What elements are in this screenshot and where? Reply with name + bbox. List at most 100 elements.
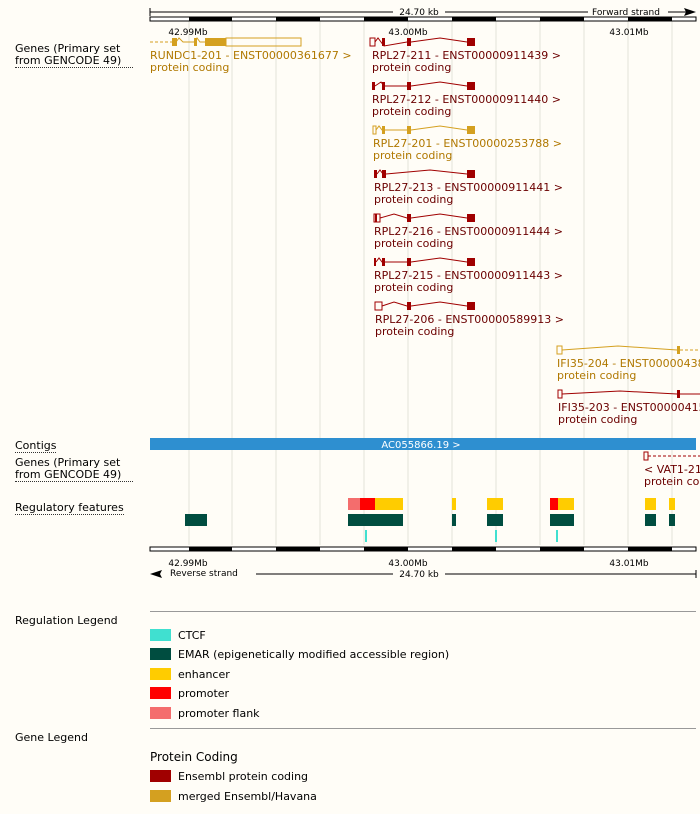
exon (205, 38, 226, 46)
transcript-rpl27-212[interactable]: RPL27-212 - ENST00000911440 > protein co… (372, 81, 561, 118)
exon (467, 170, 475, 178)
ruler-block (189, 17, 232, 21)
transcript-rpl27-215[interactable]: RPL27-215 - ENST00000911443 > protein co… (374, 257, 563, 294)
exon (374, 170, 377, 178)
exon (677, 346, 680, 354)
transcript-vat1-21[interactable]: < VAT1-21 protein cod (643, 451, 700, 488)
genome-view: 24.70 kb Forward strand 42.99Mb 43.00Mb … (149, 8, 700, 580)
reg-emar[interactable] (348, 514, 403, 526)
legend-swatch (150, 687, 171, 699)
track-label-contigs[interactable]: Contigs (15, 439, 57, 453)
transcript-ifi35-204[interactable]: IFI35-204 - ENST00000438 protein coding (556, 345, 700, 382)
reg-ctcf[interactable] (495, 530, 497, 542)
reg-enhancer[interactable] (669, 498, 675, 510)
transcript-biotype: protein coding (557, 369, 636, 382)
transcript-biotype: protein coding (372, 61, 451, 74)
transcript-biotype: protein coding (150, 61, 229, 74)
track-label-regulatory[interactable]: Regulatory features (15, 501, 124, 515)
ruler-block (364, 547, 408, 551)
transcript-rpl27-216[interactable]: RPL27-216 - ENST00000911444 > protein co… (373, 213, 563, 250)
legend-label: Ensembl protein coding (178, 770, 309, 783)
reg-emar[interactable] (185, 514, 207, 526)
reg-emar[interactable] (452, 514, 456, 526)
ruler-top: 24.70 kb Forward strand 42.99Mb 43.00Mb … (149, 8, 697, 38)
reg-promoter-flank[interactable] (348, 498, 360, 510)
exon (372, 82, 375, 90)
exon (407, 214, 411, 222)
transcript-rpl27-213[interactable]: RPL27-213 - ENST00000911441 > protein co… (374, 169, 563, 206)
reg-ctcf[interactable] (556, 530, 558, 542)
transcript-intron (381, 301, 468, 307)
transcript-name: RPL27-215 - ENST00000911443 > (374, 269, 563, 282)
ruler-top-pos-1: 42.99Mb (168, 28, 208, 38)
exon-utr (557, 389, 563, 399)
legend-divider (150, 611, 696, 612)
transcript-intron (561, 345, 678, 351)
ruler-block (276, 17, 320, 21)
exon (467, 82, 475, 90)
transcript-name: RPL27-201 - ENST00000253788 > (373, 137, 562, 150)
transcript-name: IFI35-204 - ENST00000438 (557, 357, 700, 370)
ruler-bottom-strand: Reverse strand (170, 569, 238, 579)
track-label-genes-forward[interactable]: Genes (Primary set from GENCODE 49) (15, 43, 133, 68)
exon (194, 38, 197, 46)
reg-promoter[interactable] (550, 498, 558, 510)
exon-utr (643, 451, 649, 461)
transcript-rpl27-206[interactable]: RPL27-206 - ENST00000589913 > protein co… (374, 301, 564, 338)
legend-swatch (150, 770, 171, 782)
transcript-name: RPL27-213 - ENST00000911441 > (374, 181, 563, 194)
reg-enhancer[interactable] (558, 498, 574, 510)
ruler-scale-bar (149, 16, 697, 22)
transcript-name: RUNDC1-201 - ENST00000361677 > (150, 49, 352, 62)
forward-arrow-icon (684, 8, 696, 16)
reg-emar[interactable] (487, 514, 503, 526)
ruler-block (540, 547, 584, 551)
transcript-ifi35-203[interactable]: IFI35-203 - ENST00000415 protein coding (557, 389, 700, 426)
exon (375, 214, 377, 222)
transcript-rundc1-201[interactable]: RUNDC1-201 - ENST00000361677 > protein c… (150, 37, 352, 74)
transcript-intron (375, 125, 468, 131)
ruler-block (540, 17, 584, 21)
ruler-top-pos-2: 43.00Mb (388, 28, 428, 38)
transcript-biotype: protein coding (372, 105, 451, 118)
transcript-biotype: protein coding (374, 281, 453, 294)
transcript-intron (374, 81, 468, 87)
reg-enhancer[interactable] (375, 498, 403, 510)
contig-bar[interactable]: AC055866.19 > (150, 438, 696, 451)
reg-emar[interactable] (550, 514, 574, 526)
transcript-name: RPL27-206 - ENST00000589913 > (375, 313, 564, 326)
exon-utr (369, 37, 376, 47)
reg-enhancer[interactable] (645, 498, 656, 510)
ruler-top-length: 24.70 kb (399, 8, 439, 18)
track-label-genes-reverse[interactable]: Genes (Primary set from GENCODE 49) (15, 457, 133, 482)
gene-legend-title: Gene Legend (15, 731, 88, 744)
ruler-bottom-length: 24.70 kb (399, 570, 439, 580)
transcript-intron (379, 213, 468, 219)
legend-swatch (150, 790, 171, 802)
reg-promoter[interactable] (360, 498, 375, 510)
transcript-intron (561, 390, 678, 395)
ruler-scale-bar (149, 546, 697, 552)
reg-emar[interactable] (669, 514, 675, 526)
exon (382, 170, 386, 178)
legend-swatch (150, 668, 171, 680)
ruler-bottom-pos-1: 42.99Mb (168, 559, 208, 569)
ruler-bottom: 42.99Mb 43.00Mb 43.01Mb Reverse strand 2… (149, 546, 697, 580)
transcript-rpl27-211[interactable]: RPL27-211 - ENST00000911439 > protein co… (369, 37, 561, 74)
regulation-legend-title: Regulation Legend (15, 614, 118, 627)
transcript-rpl27-201[interactable]: RPL27-201 - ENST00000253788 > protein co… (372, 125, 562, 162)
regulatory-features (185, 498, 675, 542)
reg-enhancer[interactable] (487, 498, 503, 510)
reg-emar[interactable] (645, 514, 656, 526)
legend-divider (150, 728, 696, 729)
exon (467, 214, 475, 222)
exon (382, 126, 385, 134)
ruler-top-strand: Forward strand (592, 8, 660, 18)
exon (374, 258, 376, 266)
track-label-genes-reverse-text: Genes (Primary set from GENCODE 49) (15, 457, 133, 482)
reg-ctcf[interactable] (365, 530, 367, 542)
exon (467, 258, 475, 266)
transcript-biotype: protein coding (374, 193, 453, 206)
transcript-name: RPL27-212 - ENST00000911440 > (372, 93, 561, 106)
reg-enhancer[interactable] (452, 498, 456, 510)
